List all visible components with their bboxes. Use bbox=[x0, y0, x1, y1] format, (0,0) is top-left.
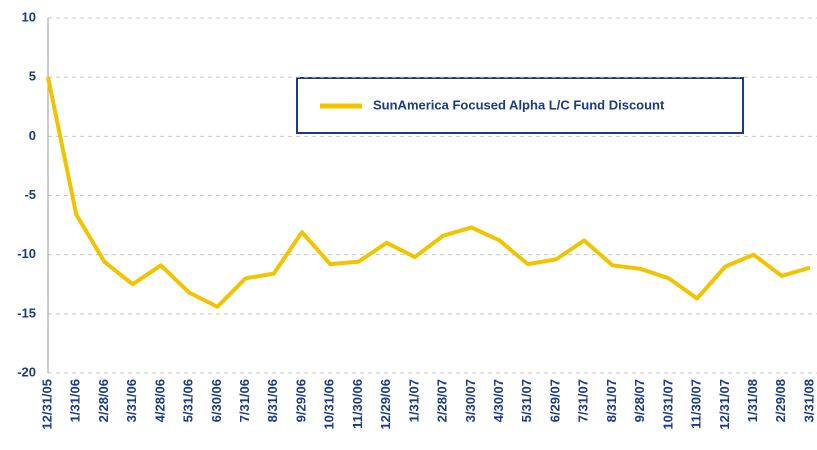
x-tick-label: 4/30/07 bbox=[491, 379, 506, 422]
line-series bbox=[46, 76, 811, 309]
y-tick-label: -5 bbox=[24, 187, 36, 202]
x-tick-label: 1/31/07 bbox=[406, 379, 421, 422]
x-tick-label: 8/31/07 bbox=[604, 379, 619, 422]
x-tick-label: 2/28/06 bbox=[96, 379, 111, 422]
x-tick-label: 4/28/06 bbox=[152, 379, 167, 422]
y-tick-label: 10 bbox=[22, 9, 36, 24]
x-tick-label: 5/31/07 bbox=[519, 379, 534, 422]
x-tick-label: 7/31/06 bbox=[237, 379, 252, 422]
x-tick-label: 6/30/06 bbox=[209, 379, 224, 422]
legend-label: SunAmerica Focused Alpha L/C Fund Discou… bbox=[373, 97, 665, 112]
x-tick-label: 12/31/07 bbox=[717, 379, 732, 430]
x-tick-label: 11/30/06 bbox=[350, 379, 365, 429]
x-tick-label: 10/31/07 bbox=[660, 379, 675, 430]
x-tick-label: 6/29/07 bbox=[547, 379, 562, 422]
x-tick-label: 10/31/06 bbox=[322, 379, 337, 430]
x-tick-label: 7/31/07 bbox=[576, 379, 591, 422]
x-tick-label: 3/31/06 bbox=[124, 379, 139, 422]
x-tick-label: 12/29/06 bbox=[378, 379, 393, 430]
x-tick-label: 3/30/07 bbox=[463, 379, 478, 422]
x-tick-label: 9/29/06 bbox=[293, 379, 308, 422]
x-tick-label: 3/31/08 bbox=[801, 379, 816, 422]
x-tick-label: 2/28/07 bbox=[435, 379, 450, 422]
x-tick-label: 1/31/08 bbox=[745, 379, 760, 422]
y-tick-label: 5 bbox=[29, 69, 36, 84]
x-tick-label: 2/29/08 bbox=[773, 379, 788, 422]
x-tick-label: 9/28/07 bbox=[632, 379, 647, 422]
y-tick-label: -20 bbox=[17, 364, 36, 379]
x-tick-label: 5/31/06 bbox=[181, 379, 196, 422]
x-tick-label: 1/31/06 bbox=[68, 379, 83, 422]
x-tick-label: 11/30/07 bbox=[689, 379, 704, 429]
x-tick-label: 12/31/05 bbox=[39, 379, 54, 430]
x-tick-label: 8/31/06 bbox=[265, 379, 280, 422]
y-tick-label: -15 bbox=[17, 305, 36, 320]
y-tick-label: 0 bbox=[29, 128, 36, 143]
legend-box bbox=[296, 77, 744, 134]
y-tick-label: -10 bbox=[17, 246, 36, 261]
